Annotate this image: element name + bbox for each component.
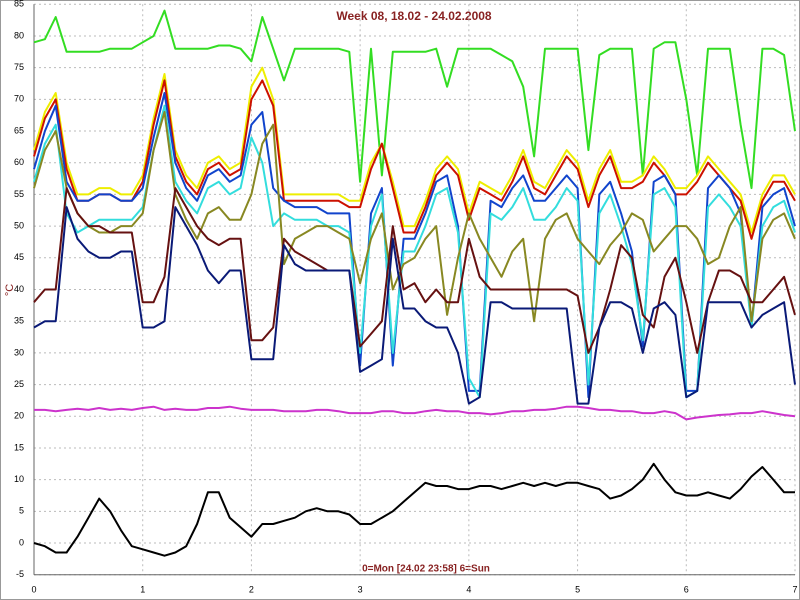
y-axis-label: °C <box>4 284 16 296</box>
x-tick-label: 5 <box>575 584 580 594</box>
y-tick-label: 45 <box>14 252 24 262</box>
y-tick-label: 55 <box>14 189 24 199</box>
series-line <box>33 187 796 354</box>
series-line <box>34 405 796 421</box>
x-tick-label: 7 <box>792 584 797 594</box>
x-tick-label: 0 <box>31 584 36 594</box>
x-tick-label: 6 <box>684 584 689 594</box>
y-tick-label: 0 <box>19 537 24 547</box>
x-tick-label: 1 <box>140 584 145 594</box>
y-tick-label: 50 <box>14 220 24 230</box>
y-tick-label: 85 <box>14 0 24 9</box>
y-tick-label: 40 <box>14 284 24 294</box>
x-tick-label: 3 <box>358 584 363 594</box>
series-line <box>33 92 796 399</box>
y-tick-label: 20 <box>14 411 24 421</box>
y-tick-label: 10 <box>14 474 24 484</box>
series-line <box>33 111 796 323</box>
series-line <box>33 206 796 405</box>
y-tick-label: 75 <box>14 62 24 72</box>
y-tick-label: 30 <box>14 347 24 357</box>
y-tick-label: 80 <box>14 30 24 40</box>
y-tick-label: 70 <box>14 94 24 104</box>
annotation: 0=Mon [24.02 23:58] 6=Sun <box>362 564 490 575</box>
y-tick-label: 15 <box>14 442 24 452</box>
series-line <box>33 66 796 234</box>
y-tick-label: 5 <box>19 506 24 516</box>
y-tick-label: 65 <box>14 125 24 135</box>
chart-title: Week 08, 18.02 - 24.02.2008 <box>336 9 492 23</box>
x-tick-label: 2 <box>249 584 254 594</box>
series-line <box>33 104 796 399</box>
y-tick-label: 35 <box>14 316 24 326</box>
x-tick-label: 4 <box>466 584 471 594</box>
y-tick-label: 25 <box>14 379 24 389</box>
series-line <box>33 462 795 557</box>
y-tick-label: 60 <box>14 157 24 167</box>
series-line <box>33 9 796 190</box>
y-tick-label: -5 <box>16 569 24 579</box>
